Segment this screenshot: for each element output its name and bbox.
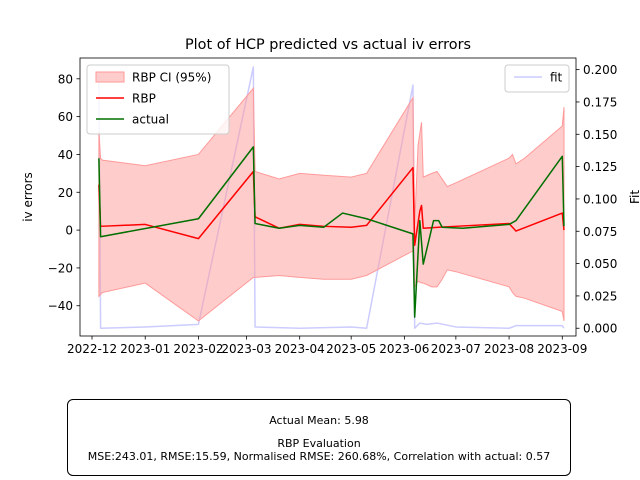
x-tick-label: 2023-05	[326, 342, 376, 356]
x-tick-label: 2023-06	[379, 342, 429, 356]
y-tick-label: 20	[58, 186, 73, 200]
series-line-fit	[98, 66, 565, 329]
evaluation-metrics: MSE:243.01, RMSE:15.59, Normalised RMSE:…	[87, 450, 551, 463]
evaluation-info-box: Actual Mean: 5.98 RBP Evaluation MSE:243…	[67, 399, 571, 476]
series-line-rbp	[98, 166, 565, 246]
legend-label: fit	[550, 71, 563, 85]
y2-tick-label: 0.025	[583, 289, 617, 303]
legend-frame	[504, 64, 570, 93]
y-tick-label: 80	[58, 72, 73, 86]
y-tick-label: −20	[48, 261, 73, 275]
legend-swatch	[95, 71, 125, 83]
x-tick-label: 2022-12	[67, 342, 117, 356]
x-tick-label: 2023-02	[173, 342, 223, 356]
plot-frame	[79, 57, 577, 337]
y2-axis-label: Fit	[628, 190, 640, 204]
plot-area	[98, 66, 565, 329]
y2-tick-label: 0.150	[583, 128, 617, 142]
ci-band-area	[98, 86, 565, 322]
legend-left: RBP CI (95%) RBP actual	[86, 64, 230, 135]
y2-tick-label: 0.100	[583, 192, 617, 206]
x-tick-label: 2023-07	[431, 342, 481, 356]
y-tick-label: 40	[58, 148, 73, 162]
y-tick-label: 0	[65, 224, 73, 238]
legend-right: fit	[504, 64, 570, 93]
y2-tick-label: 0.000	[583, 322, 617, 336]
y2-tick-label: 0.200	[583, 63, 617, 77]
y-axis-label: iv errors	[21, 172, 35, 222]
y2-tick-label: 0.075	[583, 225, 617, 239]
y2-tick-label: 0.175	[583, 95, 617, 109]
actual-mean-text: Actual Mean: 5.98	[269, 414, 369, 427]
x-tick-label: 2023-01	[120, 342, 170, 356]
legend-label: RBP	[132, 92, 156, 106]
legend-label: actual	[132, 113, 169, 127]
x-tick-label: 2023-08	[484, 342, 534, 356]
chart-title: Plot of HCP predicted vs actual iv error…	[185, 37, 471, 53]
legend-label: RBP CI (95%)	[132, 71, 211, 85]
y-tick-label: −40	[48, 299, 73, 313]
series-line-actual	[98, 146, 565, 318]
plot-series-group	[98, 66, 565, 329]
x-tick-label: 2023-03	[221, 342, 271, 356]
y2-tick-label: 0.125	[583, 160, 617, 174]
evaluation-title: RBP Evaluation	[277, 437, 361, 450]
x-tick-label: 2023-04	[275, 342, 325, 356]
y-tick-label: 60	[58, 110, 73, 124]
y2-tick-label: 0.050	[583, 257, 617, 271]
x-tick-label: 2023-09	[537, 342, 587, 356]
